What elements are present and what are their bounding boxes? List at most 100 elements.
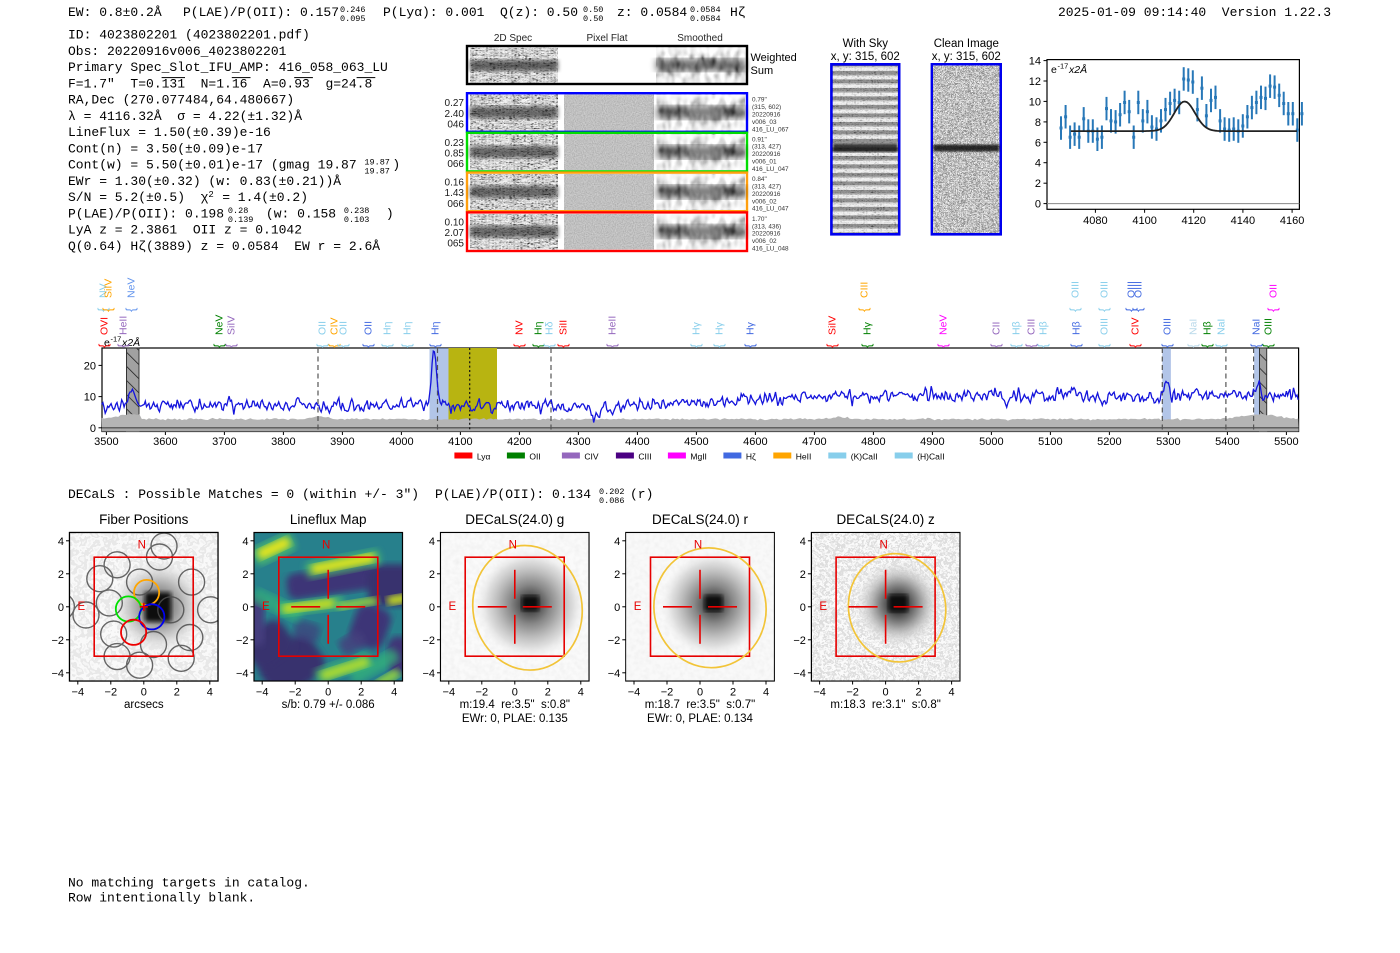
svg-text:Hη: Hη (533, 321, 545, 335)
svg-text:x2Å: x2Å (121, 336, 140, 349)
svg-text:{: { (115, 343, 130, 348)
svg-text:{: { (314, 343, 329, 348)
svg-text:RA,Dec (270.077484,64.480667): RA,Dec (270.077484,64.480667) (68, 93, 294, 108)
svg-text:−4: −4 (628, 687, 641, 699)
svg-text:416_LU_067: 416_LU_067 (752, 126, 789, 133)
svg-text:4900: 4900 (920, 436, 944, 448)
svg-text:4100: 4100 (448, 436, 472, 448)
svg-text:{: { (1185, 343, 1200, 348)
svg-text:HeII: HeII (796, 452, 812, 462)
svg-text:{: { (399, 343, 414, 348)
svg-text:0.27: 0.27 (445, 98, 465, 109)
svg-text:−2: −2 (476, 687, 489, 699)
svg-text:2D Spec: 2D Spec (494, 33, 532, 44)
svg-text:4120: 4120 (1181, 215, 1205, 227)
svg-text:−2: −2 (793, 635, 806, 647)
svg-text:SiII: SiII (558, 320, 570, 335)
svg-text:NaI: NaI (1188, 319, 1200, 335)
svg-text:−4: −4 (256, 687, 269, 699)
svg-text:−2: −2 (105, 687, 118, 699)
svg-text:3500: 3500 (94, 436, 118, 448)
svg-text:4: 4 (800, 536, 806, 548)
svg-text:v006_02: v006_02 (752, 238, 777, 245)
svg-text:LyA z = 2.3861 OII z = 0.1042: LyA z = 2.3861 OII z = 0.1042 (68, 223, 302, 238)
svg-text:2: 2 (800, 569, 806, 581)
svg-text:EWr: 0, PLAE: 0.135: EWr: 0, PLAE: 0.135 (462, 713, 568, 725)
svg-text:{: { (859, 343, 874, 348)
svg-text:Lineflux Map: Lineflux Map (290, 512, 367, 527)
svg-text:Obs: 20220916v006_4023802201: Obs: 20220916v006_4023802201 (68, 44, 287, 59)
svg-text:0: 0 (1035, 199, 1041, 211)
svg-text:v006_01: v006_01 (752, 159, 777, 166)
svg-text:4: 4 (614, 536, 620, 548)
svg-text:HeII: HeII (607, 316, 619, 335)
svg-text:19.87: 19.87 (364, 166, 390, 176)
svg-text:4: 4 (763, 687, 769, 699)
svg-text:066: 066 (447, 159, 464, 170)
svg-text:{: { (1130, 307, 1145, 312)
svg-text:v006_03: v006_03 (752, 119, 777, 126)
svg-text:(313, 427): (313, 427) (752, 184, 781, 191)
svg-text:m:18.7 re:3.5" s:0.7": m:18.7 re:3.5" s:0.7" (645, 699, 755, 711)
svg-text:ID: 4023802201 (4023802201.pdf: ID: 4023802201 (4023802201.pdf) (68, 28, 310, 43)
svg-text:F=1.7" T=0.131 N=1.16 A=0.9: F=1.7" T=0.131 N=1.16 A=0.93 g=24.8 (68, 76, 372, 91)
svg-text:DECaLS(24.0) r: DECaLS(24.0) r (652, 512, 749, 527)
svg-text:Hβ: Hβ (1011, 321, 1023, 335)
svg-text:4600: 4600 (743, 436, 767, 448)
svg-text:046: 046 (447, 119, 464, 130)
svg-text:2: 2 (730, 687, 736, 699)
svg-text:-17: -17 (111, 335, 122, 344)
svg-text:{: { (123, 307, 138, 312)
svg-text:Pixel Flat: Pixel Flat (586, 33, 627, 44)
svg-text:{: { (1260, 343, 1275, 348)
svg-text:−2: −2 (51, 635, 64, 647)
svg-text:Hζ: Hζ (746, 452, 756, 462)
svg-text:6: 6 (1035, 137, 1041, 149)
svg-text:P(LAE)/P(OII): 0.198: P(LAE)/P(OII): 0.198 (68, 206, 224, 221)
svg-text:{: { (555, 343, 570, 348)
svg-text:0.246: 0.246 (340, 5, 366, 15)
svg-text:OIII: OIII (1162, 318, 1174, 335)
svg-text:E: E (449, 601, 457, 613)
svg-text:{: { (604, 343, 619, 348)
svg-text:20220916: 20220916 (752, 191, 781, 198)
svg-text:Cont(n) = 3.50(±0.09)e-17: Cont(n) = 3.50(±0.09)e-17 (68, 141, 263, 156)
svg-text:OIII: OIII (1133, 281, 1145, 298)
svg-text:e: e (104, 337, 110, 349)
svg-text:EW: 0.8±0.2Å: EW: 0.8±0.2Å (68, 5, 162, 20)
svg-text:3900: 3900 (330, 436, 354, 448)
svg-text:{: { (1248, 343, 1263, 348)
svg-text:0.50: 0.50 (583, 14, 603, 24)
svg-text:416_LU_048: 416_LU_048 (752, 246, 789, 253)
svg-text:{: { (335, 343, 350, 348)
svg-text:OII: OII (338, 321, 350, 335)
svg-text:−4: −4 (422, 668, 435, 680)
svg-text:{: { (1159, 343, 1174, 348)
svg-text:2025-01-09 09:14:40 Version 1: 2025-01-09 09:14:40 Version 1.22.3 (1058, 5, 1331, 20)
svg-text:−2: −2 (289, 687, 302, 699)
svg-text:0.23: 0.23 (445, 138, 465, 149)
svg-text:4: 4 (429, 536, 435, 548)
svg-text:10: 10 (84, 392, 96, 404)
svg-text:DECaLS : Possible Matches = 0: DECaLS : Possible Matches = 0 (within +/… (68, 487, 419, 502)
svg-text:2: 2 (58, 569, 64, 581)
svg-text:Lyα: Lyα (477, 452, 491, 462)
svg-text:Q(0.64) Hζ(3889) z = 0.0584 E: Q(0.64) Hζ(3889) z = 0.0584 EW r = 2.6Å (68, 239, 380, 254)
svg-text:NV: NV (514, 320, 526, 335)
svg-text:{: { (95, 307, 110, 312)
svg-text:Fiber Positions: Fiber Positions (99, 512, 189, 527)
svg-text:4080: 4080 (1083, 215, 1107, 227)
svg-text:{: { (1199, 343, 1214, 348)
svg-text:2: 2 (174, 687, 180, 699)
svg-text:5200: 5200 (1097, 436, 1121, 448)
svg-text:SiIV: SiIV (226, 316, 238, 335)
svg-text:0: 0 (90, 423, 96, 435)
svg-text:{: { (96, 343, 111, 348)
svg-text:4: 4 (58, 536, 64, 548)
svg-text:2: 2 (242, 569, 248, 581)
svg-text:EWr = 1.30(±0.32) (w: 0.83(±0.: EWr = 1.30(±0.32) (w: 0.83(±0.21))Å (68, 174, 341, 189)
svg-text:−4: −4 (72, 687, 85, 699)
svg-text:0.28: 0.28 (228, 206, 248, 216)
svg-text:Sum: Sum (751, 65, 774, 77)
svg-text:SiIV: SiIV (103, 279, 115, 298)
